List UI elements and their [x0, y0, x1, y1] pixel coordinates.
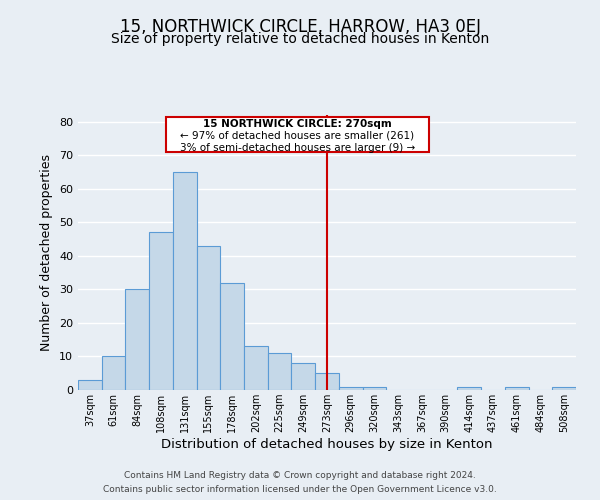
Bar: [78, 380, 102, 390]
Bar: [268, 353, 292, 390]
Text: 3% of semi-detached houses are larger (9) →: 3% of semi-detached houses are larger (9…: [180, 143, 415, 153]
Bar: [173, 172, 197, 390]
Bar: [552, 386, 576, 390]
Text: 15, NORTHWICK CIRCLE, HARROW, HA3 0EJ: 15, NORTHWICK CIRCLE, HARROW, HA3 0EJ: [119, 18, 481, 36]
Bar: [149, 232, 173, 390]
FancyBboxPatch shape: [166, 116, 429, 152]
Text: Contains HM Land Registry data © Crown copyright and database right 2024.: Contains HM Land Registry data © Crown c…: [124, 472, 476, 480]
Text: Size of property relative to detached houses in Kenton: Size of property relative to detached ho…: [111, 32, 489, 46]
Bar: [102, 356, 125, 390]
Text: 15 NORTHWICK CIRCLE: 270sqm: 15 NORTHWICK CIRCLE: 270sqm: [203, 120, 392, 130]
Text: ← 97% of detached houses are smaller (261): ← 97% of detached houses are smaller (26…: [180, 131, 415, 141]
Y-axis label: Number of detached properties: Number of detached properties: [40, 154, 53, 351]
Bar: [197, 246, 220, 390]
Bar: [339, 386, 362, 390]
X-axis label: Distribution of detached houses by size in Kenton: Distribution of detached houses by size …: [161, 438, 493, 451]
Bar: [505, 386, 529, 390]
Text: Contains public sector information licensed under the Open Government Licence v3: Contains public sector information licen…: [103, 484, 497, 494]
Bar: [457, 386, 481, 390]
Bar: [362, 386, 386, 390]
Bar: [125, 290, 149, 390]
Bar: [315, 373, 339, 390]
Bar: [292, 363, 315, 390]
Bar: [220, 282, 244, 390]
Bar: [244, 346, 268, 390]
